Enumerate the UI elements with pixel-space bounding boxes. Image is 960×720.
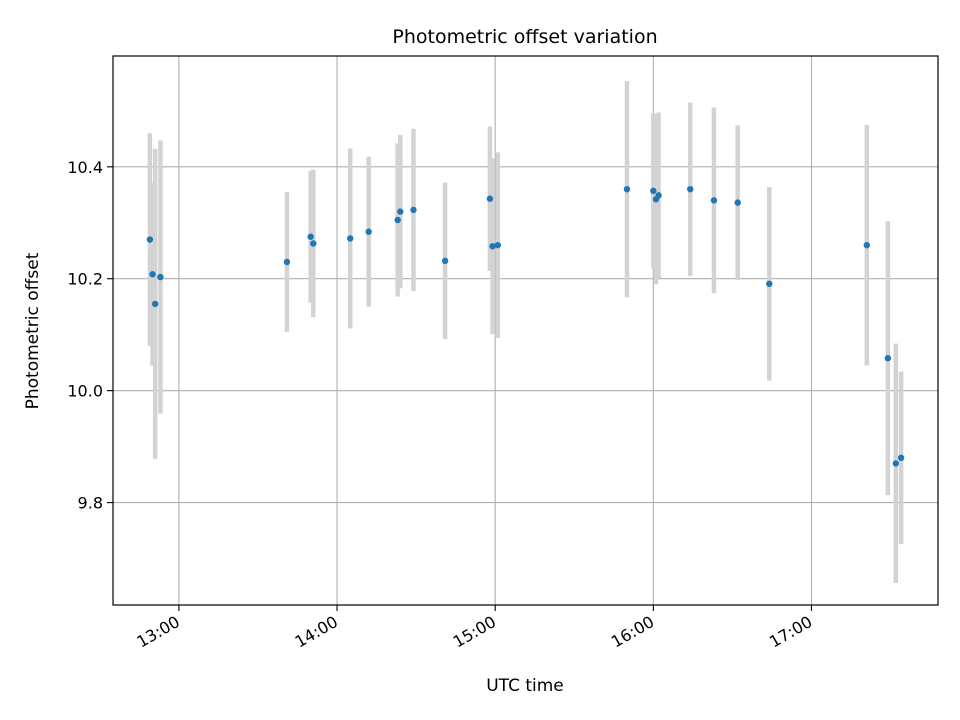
data-point — [410, 206, 417, 214]
data-point — [494, 241, 502, 249]
data-point — [734, 199, 741, 206]
data-point — [365, 228, 372, 235]
y-axis-ticks: 9.8 10.0 10.2 10.4 — [67, 158, 113, 513]
y-tick-label: 10.4 — [67, 158, 103, 177]
plot-frame — [112, 55, 939, 606]
grid-lines — [113, 56, 938, 605]
data-point — [710, 197, 718, 204]
data-point — [486, 195, 494, 202]
data-point — [655, 192, 662, 199]
data-point — [146, 236, 154, 243]
data-points — [146, 185, 905, 467]
data-point — [650, 187, 657, 195]
data-point — [394, 216, 401, 224]
data-point — [310, 240, 317, 247]
data-point — [897, 454, 905, 462]
data-point — [892, 460, 900, 467]
data-point — [441, 257, 449, 265]
data-point — [884, 355, 892, 362]
data-point — [347, 235, 354, 242]
y-axis-label: Photometric offset — [23, 252, 43, 409]
data-point — [283, 258, 291, 266]
data-point — [489, 243, 496, 250]
data-point — [397, 208, 404, 215]
data-point — [151, 300, 159, 308]
data-point — [766, 280, 773, 287]
y-tick-label: 9.8 — [78, 494, 103, 513]
data-point — [623, 185, 631, 193]
y-tick-label: 10.2 — [67, 270, 103, 289]
y-tick-label: 10.0 — [67, 382, 103, 401]
data-point — [687, 185, 694, 193]
data-point — [863, 241, 871, 249]
chart-title: Photometric offset variation — [392, 26, 657, 48]
data-point — [307, 233, 314, 240]
data-point — [149, 271, 156, 278]
x-axis-label: UTC time — [486, 676, 564, 696]
data-point — [157, 273, 164, 281]
